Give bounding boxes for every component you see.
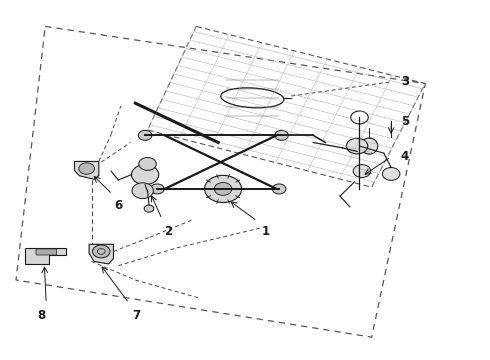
Ellipse shape — [361, 138, 378, 154]
Polygon shape — [89, 244, 114, 264]
Text: 6: 6 — [115, 199, 122, 212]
Circle shape — [144, 205, 154, 212]
Text: 1: 1 — [262, 225, 270, 238]
Circle shape — [346, 138, 368, 154]
Circle shape — [138, 130, 152, 140]
Circle shape — [353, 165, 371, 177]
Polygon shape — [74, 161, 99, 179]
Circle shape — [139, 157, 156, 170]
Text: 3: 3 — [401, 75, 409, 88]
FancyBboxPatch shape — [36, 249, 56, 255]
Circle shape — [79, 163, 95, 174]
Circle shape — [214, 183, 232, 195]
Text: 2: 2 — [165, 225, 173, 238]
Circle shape — [204, 175, 242, 203]
Circle shape — [382, 167, 400, 180]
Circle shape — [272, 184, 286, 194]
Polygon shape — [25, 248, 66, 264]
Text: 8: 8 — [37, 309, 46, 322]
Text: 7: 7 — [132, 309, 140, 322]
Text: 5: 5 — [401, 114, 409, 127]
Circle shape — [93, 245, 110, 258]
Circle shape — [150, 184, 164, 194]
Circle shape — [131, 165, 159, 185]
Circle shape — [275, 130, 288, 140]
Text: 4: 4 — [401, 150, 409, 163]
Circle shape — [132, 183, 153, 199]
